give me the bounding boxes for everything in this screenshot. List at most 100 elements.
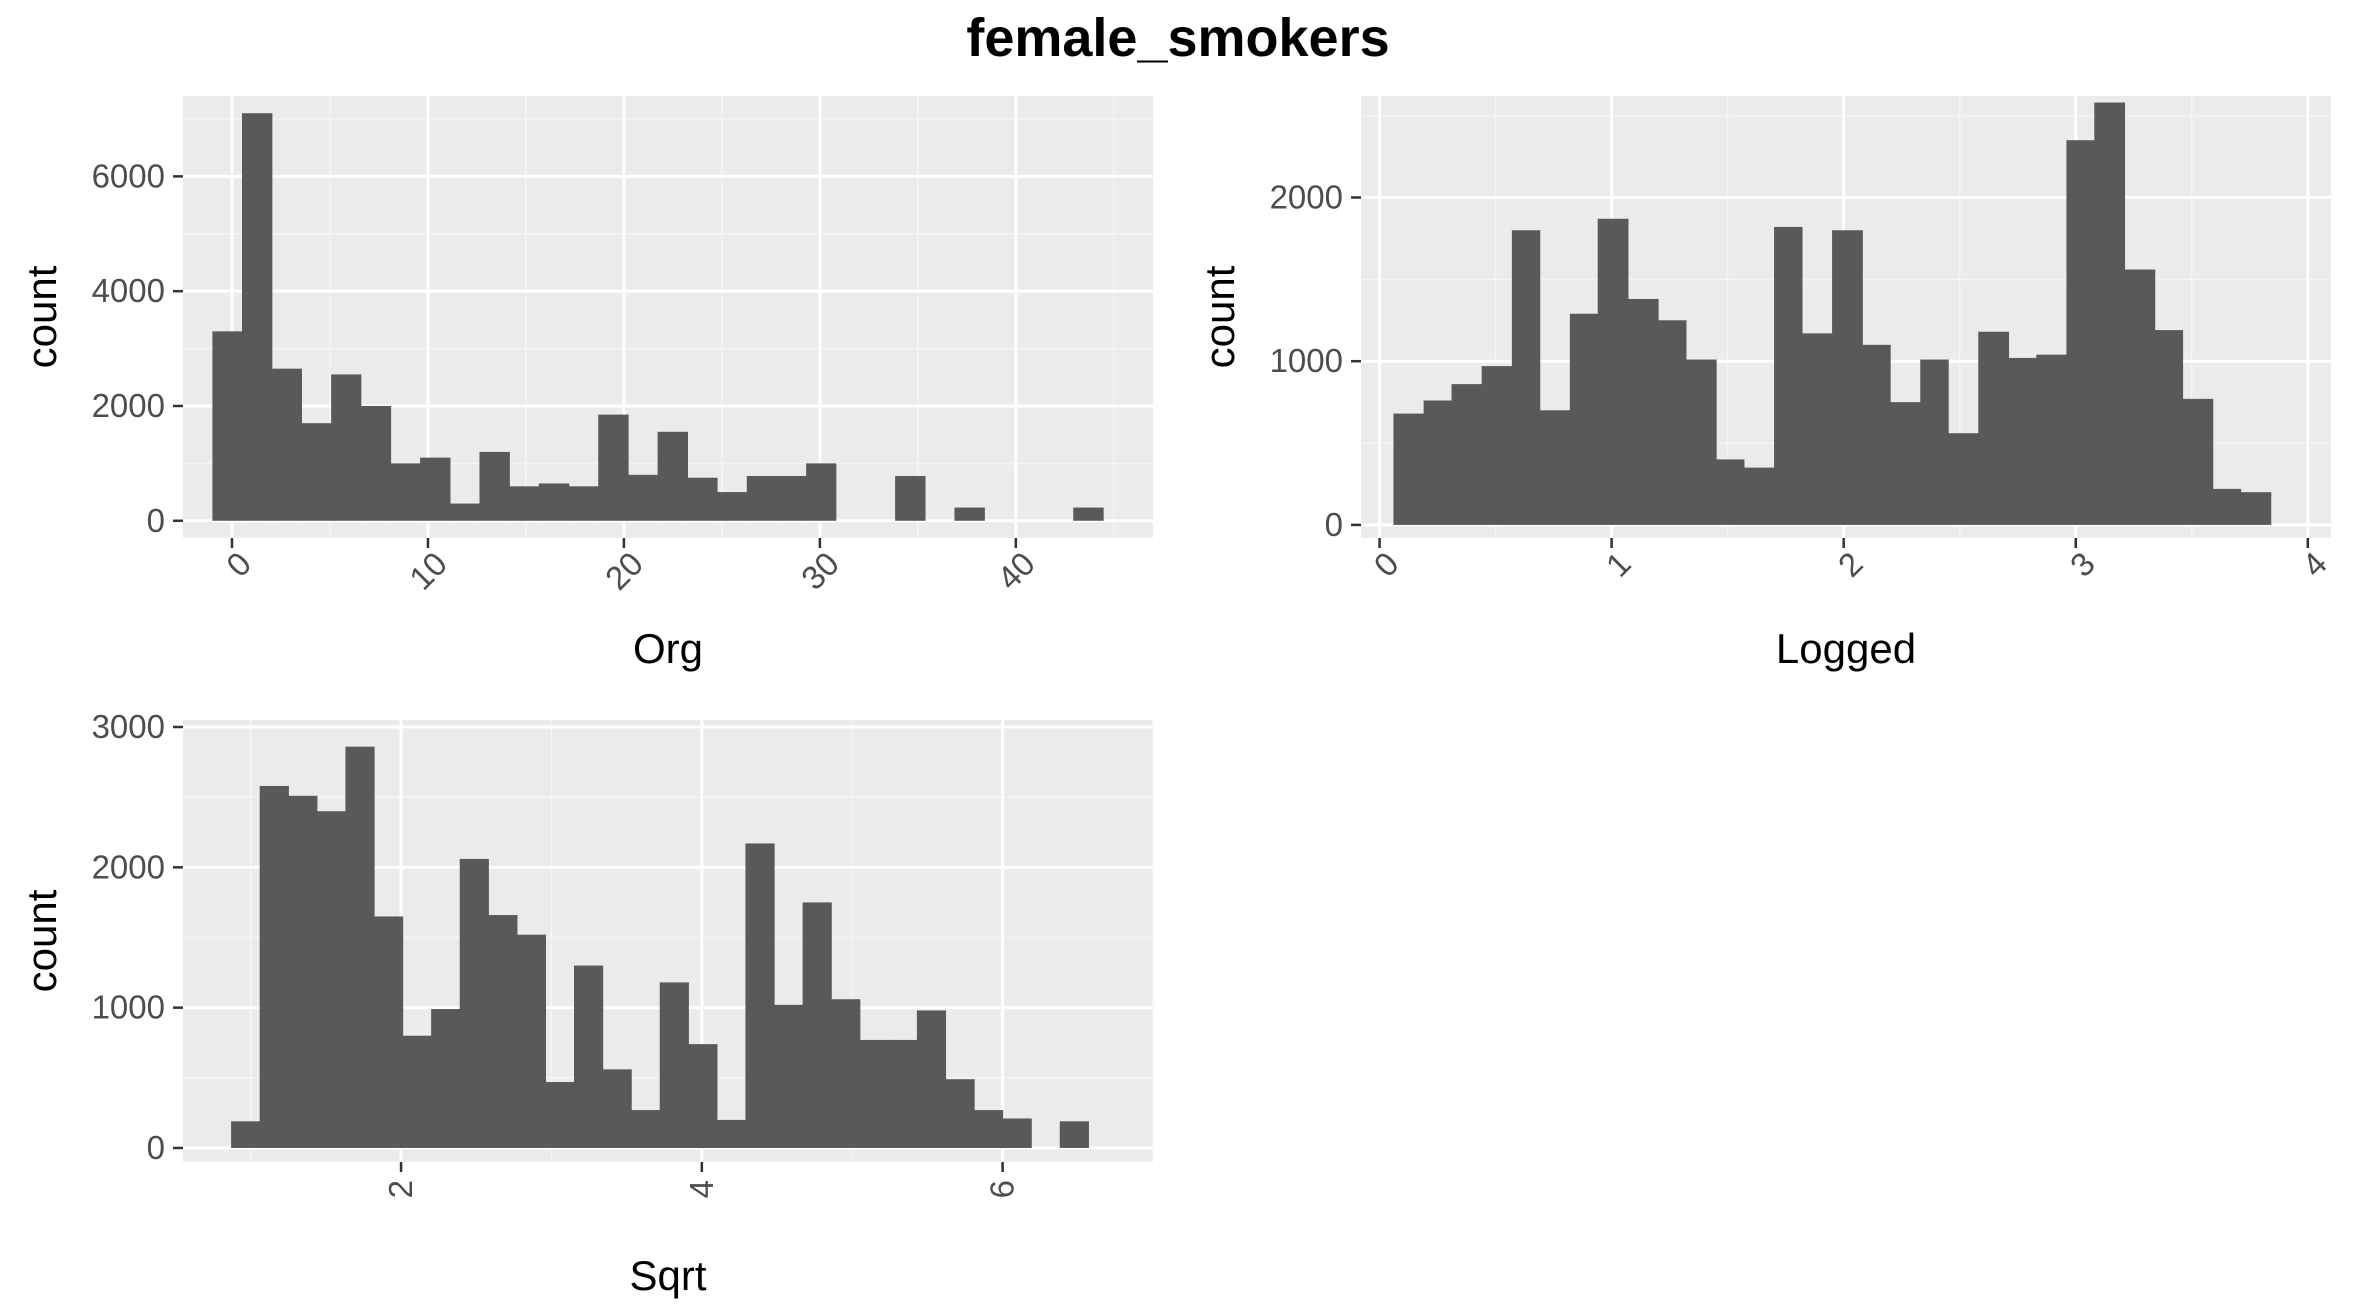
histogram-panel-sqrt: 0 1000 2000 3000 2 4 6 Sqrt count [18,708,1154,1299]
histogram-bar [776,476,807,521]
histogram-bar [212,331,243,521]
histogram-bar [2182,398,2214,525]
y-tick-label: 2000 [92,387,165,424]
histogram-bar [888,1039,918,1148]
histogram-bar [1481,366,1513,525]
histogram-bar [288,795,318,1148]
x-tick-label: 2 [1831,545,1870,584]
histogram-bar [488,915,518,1148]
histogram-bar [2066,140,2095,525]
histogram-bar [2154,330,2184,525]
histogram-bar [1002,1118,1032,1148]
histogram-bar [1801,333,1833,525]
histogram-bar [331,374,362,521]
histogram-bar [1890,402,1921,525]
histogram-bar [688,1044,718,1148]
histogram-bar [1716,459,1745,525]
histogram-bar [631,1110,661,1148]
y-tick-label: 4000 [92,272,165,309]
histogram-bar [479,451,510,521]
histogram-bar [716,492,748,521]
histogram-bar [459,858,489,1148]
histogram-bar [1743,467,1775,525]
x-tick-label: 0 [1367,545,1406,584]
histogram-bar [954,507,985,521]
x-tick-label: 6 [984,1180,1021,1198]
histogram-bar [802,902,832,1148]
histogram-bar [316,811,347,1148]
histogram-bar [716,1119,747,1148]
histogram-bar [1569,313,1599,525]
histogram-bar [373,916,404,1148]
x-tick-label: 0 [219,545,258,584]
histogram-bar [659,982,689,1148]
main-title: female_smokers [966,8,1390,68]
x-axis-title: Logged [1776,625,1916,672]
histogram-bar [916,1010,947,1148]
histogram-bar [1393,413,1425,525]
histogram-bar [231,1121,261,1148]
x-axis-title: Org [633,625,703,672]
histogram-bar [301,423,332,521]
histogram-bar [831,999,861,1148]
y-axis-title: count [18,265,65,368]
histogram-bar [895,476,926,521]
histogram-bar [2212,488,2242,525]
histogram-bar [774,1004,804,1148]
histogram-bar [1658,320,1687,525]
histogram-bar [1685,359,1717,525]
histogram-bar [516,934,547,1148]
histogram-bar [1978,331,2010,525]
histogram-bar [568,486,599,521]
histogram-bar [574,965,604,1148]
y-tick-label: 2000 [1270,178,1343,215]
histogram-bar [746,476,777,521]
histogram-bar [1920,359,1949,525]
histogram-bar [1451,384,1483,525]
histogram-bar [657,431,688,521]
histogram-bar [1627,298,1659,525]
histogram-bar [259,785,289,1148]
y-axis-title: count [1196,265,1243,368]
histogram-bar [1059,1121,1089,1148]
histogram-bar [545,1082,575,1148]
histogram-bar [390,463,421,521]
y-tick-label: 3000 [92,708,165,745]
y-tick-label: 0 [147,1129,165,1166]
y-tick-label: 2000 [92,848,165,885]
x-tick-label: 1 [1599,545,1638,584]
histogram-bar [360,405,392,521]
histogram-bar [745,843,775,1148]
histogram-bar [1862,344,1891,525]
x-tick-label: 30 [794,545,846,597]
histogram-bar [402,1035,432,1148]
histogram-bar [806,463,837,521]
y-tick-label: 1000 [1270,342,1343,379]
histogram-bar [1073,507,1104,521]
x-tick-label: 2 [382,1180,419,1198]
histogram-bar [602,1069,632,1148]
histogram-bar [2094,102,2126,525]
histogram-bar [2240,492,2272,525]
x-tick-label: 40 [990,545,1042,597]
y-tick-label: 0 [1325,506,1343,543]
x-tick-label: 4 [2295,545,2334,584]
y-tick-label: 1000 [92,989,165,1026]
x-tick-label: 20 [598,545,650,597]
histogram-bar [420,457,451,521]
histogram-bar [598,414,629,521]
x-tick-label: 3 [2063,545,2102,584]
x-tick-label: 4 [683,1180,720,1198]
histogram-bar [1539,410,1571,525]
histogram-bar [431,1009,461,1148]
histogram-bar [345,746,375,1148]
histogram-bar [271,368,302,521]
histogram-bar [449,503,481,521]
histogram-bar [687,477,718,521]
histogram-bar [509,486,540,521]
histogram-bar [241,113,273,521]
histogram-bar [974,1110,1004,1148]
y-tick-label: 6000 [92,157,165,194]
histogram-bar [945,1079,975,1148]
histogram-bar [2036,354,2068,525]
